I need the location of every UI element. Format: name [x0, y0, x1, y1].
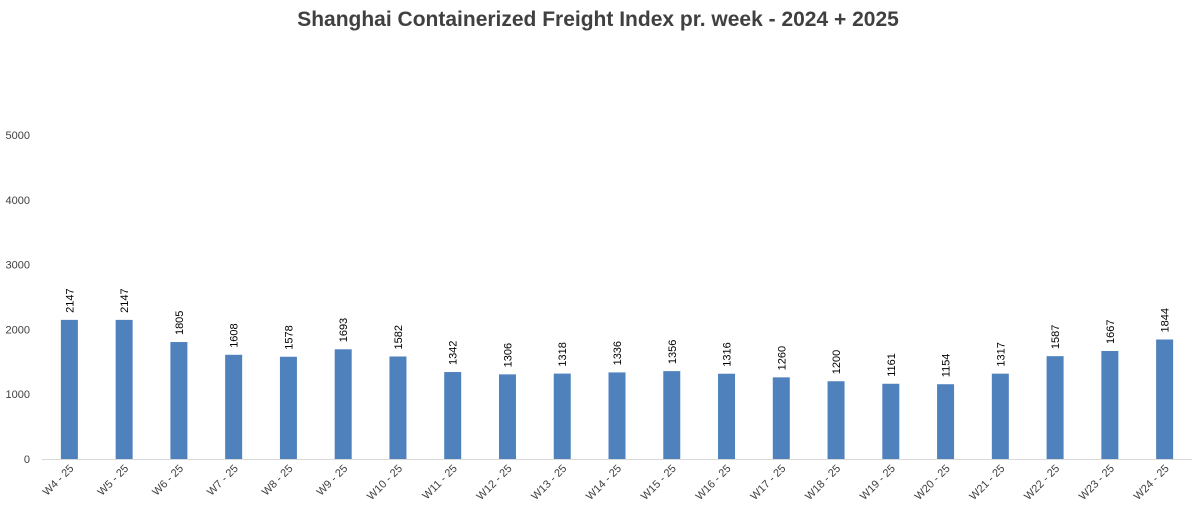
x-tick-label: W12 - 25: [475, 463, 515, 503]
data-label: 1356: [667, 340, 679, 364]
data-label: 1667: [1105, 319, 1117, 343]
bar: [1101, 350, 1119, 459]
x-tick-label: W18 - 25: [803, 463, 843, 503]
bar: [608, 372, 626, 459]
x-tick-label: W19 - 25: [858, 463, 898, 503]
data-label: 1317: [995, 342, 1007, 366]
y-tick-label: 0: [24, 454, 30, 466]
bar: [170, 342, 188, 459]
data-label: 2147: [119, 288, 131, 312]
bar: [60, 319, 78, 459]
y-axis-ticks: 0 1000 2000 3000 4000 5000: [6, 130, 30, 466]
bar: [772, 377, 790, 459]
x-tick-label: W21 - 25: [967, 463, 1007, 503]
chart-title: Shanghai Containerized Freight Index pr.…: [297, 8, 899, 31]
y-tick-label: 1000: [6, 389, 30, 401]
bar: [279, 356, 297, 459]
data-label: 1693: [338, 318, 350, 342]
bar: [827, 381, 845, 459]
bar: [882, 383, 900, 459]
data-label: 1342: [448, 341, 460, 365]
bar: [389, 356, 407, 459]
x-tick-label: W5 - 25: [96, 463, 132, 499]
bars: [60, 319, 1174, 459]
bar: [663, 371, 681, 459]
data-label: 2147: [64, 288, 76, 312]
data-label: 1587: [1050, 325, 1062, 349]
y-tick-label: 5000: [6, 130, 30, 142]
x-tick-label: W22 - 25: [1022, 463, 1062, 503]
data-label: 1336: [612, 341, 624, 365]
data-labels: 2147 2147 1805 1608 1578 1693 1582 1342 1306 1318…: [64, 288, 1171, 377]
data-label: 1578: [283, 325, 295, 349]
bar: [225, 354, 243, 459]
x-tick-label: W10 - 25: [365, 463, 405, 503]
x-axis-ticks: W4 - 25 W5 - 25 W6 - 25 W7 - 25 W8 - 25 W9 - …: [41, 463, 1172, 503]
data-label: 1805: [174, 311, 186, 335]
x-tick-label: W9 - 25: [315, 463, 351, 499]
bar: [498, 374, 516, 459]
x-tick-label: W7 - 25: [205, 463, 241, 499]
x-tick-label: W8 - 25: [260, 463, 296, 499]
bar: [937, 384, 955, 459]
y-tick-label: 3000: [6, 260, 30, 272]
bar: [1046, 356, 1064, 459]
data-label: 1306: [502, 343, 514, 367]
x-tick-label: W11 - 25: [420, 463, 459, 502]
y-tick-label: 4000: [6, 195, 30, 207]
data-label: 1154: [941, 354, 953, 378]
x-tick-label: W4 - 25: [41, 463, 77, 499]
x-tick-label: W23 - 25: [1077, 463, 1117, 503]
x-tick-label: W20 - 25: [913, 463, 953, 503]
bar: [718, 373, 736, 459]
x-tick-label: W24 - 25: [1132, 463, 1172, 503]
data-label: 1608: [229, 323, 241, 347]
data-label: 1316: [722, 342, 734, 366]
bar: [991, 373, 1009, 459]
x-tick-label: W6 - 25: [150, 463, 186, 499]
bar: [1156, 339, 1174, 459]
x-tick-label: W16 - 25: [694, 463, 734, 503]
data-label: 1844: [1160, 308, 1172, 332]
bar: [553, 373, 571, 459]
data-label: 1318: [557, 342, 569, 366]
x-tick-label: W15 - 25: [639, 463, 679, 503]
data-label: 1161: [886, 353, 898, 377]
data-label: 1260: [776, 346, 788, 370]
x-tick-label: W14 - 25: [584, 463, 624, 503]
y-tick-label: 2000: [6, 324, 30, 336]
bar: [334, 349, 352, 459]
x-tick-label: W13 - 25: [529, 463, 569, 503]
bar: [115, 319, 133, 459]
data-label: 1200: [831, 350, 843, 374]
data-label: 1582: [393, 325, 405, 349]
bar: [444, 372, 462, 459]
x-tick-label: W17 - 25: [748, 463, 788, 503]
